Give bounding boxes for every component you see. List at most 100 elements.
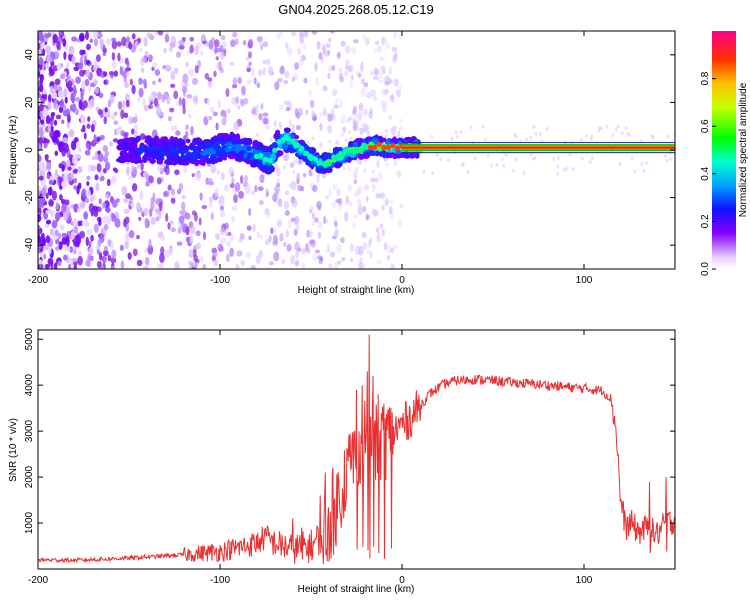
noise-cell: [148, 55, 154, 61]
noise-cell: [212, 111, 218, 117]
noise-cell: [207, 77, 213, 82]
noise-cell: [338, 76, 345, 83]
noise-cell: [291, 123, 296, 134]
noise-cell: [373, 66, 378, 72]
noise-cell: [630, 156, 634, 161]
signal-cell: [222, 132, 227, 140]
noise-cell: [103, 223, 109, 231]
noise-cell: [69, 104, 74, 112]
noise-cell: [231, 205, 237, 212]
noise-cell: [356, 198, 361, 204]
noise-cell: [283, 100, 290, 106]
noise-cell: [210, 164, 217, 174]
noise-cell: [220, 172, 225, 181]
noise-cell: [152, 192, 156, 203]
signal-cell: [333, 161, 342, 169]
noise-cell: [373, 68, 379, 77]
snr-ticks: -200 -100 0 100 1000 2000 3000 4000 5000: [24, 328, 675, 586]
noise-cell: [376, 162, 380, 167]
noise-cell: [269, 138, 273, 143]
noise-cell: [210, 212, 215, 220]
noise-cell: [239, 175, 244, 185]
noise-cell: [57, 260, 62, 267]
noise-cell: [111, 51, 116, 61]
noise-cell: [43, 253, 47, 260]
signal-cell: [155, 142, 162, 149]
noise-cell: [84, 78, 90, 87]
noise-cell: [276, 33, 281, 40]
noise-cell: [85, 236, 90, 247]
signal-cell: [185, 138, 191, 144]
noise-cell: [142, 207, 149, 217]
noise-cell: [384, 198, 389, 206]
noise-cell: [136, 234, 140, 240]
noise-cell: [382, 68, 386, 75]
signal-cell: [210, 137, 216, 143]
noise-cell: [357, 186, 364, 194]
noise-cell: [386, 244, 392, 253]
noise-cell: [385, 162, 389, 167]
noise-cell: [176, 51, 182, 59]
noise-cell: [257, 69, 263, 76]
noise-cell: [152, 91, 158, 97]
noise-cell: [344, 211, 349, 222]
noise-cell: [68, 45, 75, 55]
noise-cell: [181, 201, 186, 211]
noise-cell: [87, 116, 91, 122]
noise-cell: [72, 203, 79, 211]
signal-cell: [236, 145, 243, 152]
noise-cell: [374, 40, 380, 46]
signal-cell: [256, 141, 264, 149]
noise-cell: [651, 134, 655, 139]
noise-cell: [63, 51, 67, 60]
noise-cell: [318, 111, 323, 117]
noise-cell: [116, 198, 120, 203]
noise-cell: [381, 228, 385, 237]
noise-cell: [167, 115, 173, 122]
signal-cell: [408, 152, 417, 159]
noise-cell: [381, 36, 385, 46]
noise-cell: [155, 198, 162, 203]
noise-cell: [63, 87, 68, 98]
noise-cell: [195, 230, 201, 237]
noise-cell: [186, 94, 193, 99]
noise-cell: [584, 134, 588, 139]
noise-cell: [97, 239, 102, 247]
noise-cell: [104, 107, 108, 113]
noise-cell: [381, 204, 385, 211]
noise-cell: [368, 110, 373, 120]
noise-cell: [337, 197, 343, 206]
noise-cell: [111, 37, 117, 42]
noise-cell: [156, 263, 161, 269]
noise-cell: [339, 98, 343, 109]
noise-cell: [292, 169, 296, 174]
noise-cell: [294, 107, 299, 118]
noise-cell: [364, 36, 370, 46]
spectrogram-ytick-label: 20: [24, 96, 35, 108]
noise-cell: [233, 193, 238, 204]
noise-cell: [295, 249, 299, 259]
noise-cell: [228, 166, 234, 176]
noise-cell: [103, 71, 108, 77]
noise-cell: [73, 265, 77, 269]
noise-cell: [170, 227, 177, 233]
noise-cell: [366, 129, 370, 134]
noise-cell: [195, 173, 202, 182]
noise-cell: [331, 201, 337, 208]
noise-cell: [123, 198, 129, 203]
noise-cell: [324, 219, 329, 224]
noise-cell: [310, 239, 317, 248]
noise-cell: [57, 232, 62, 240]
noise-cell: [293, 159, 297, 164]
noise-cell: [383, 76, 387, 83]
noise-cell: [208, 115, 213, 121]
noise-cell: [144, 247, 148, 254]
noise-cell: [379, 192, 386, 199]
noise-cell: [102, 52, 107, 57]
noise-cell: [290, 254, 296, 265]
noise-cell: [366, 248, 370, 254]
snr-xtick-label: 100: [576, 575, 593, 586]
signal-hotspot: [331, 154, 337, 160]
noise-cell: [194, 65, 199, 74]
noise-cell: [45, 62, 49, 70]
